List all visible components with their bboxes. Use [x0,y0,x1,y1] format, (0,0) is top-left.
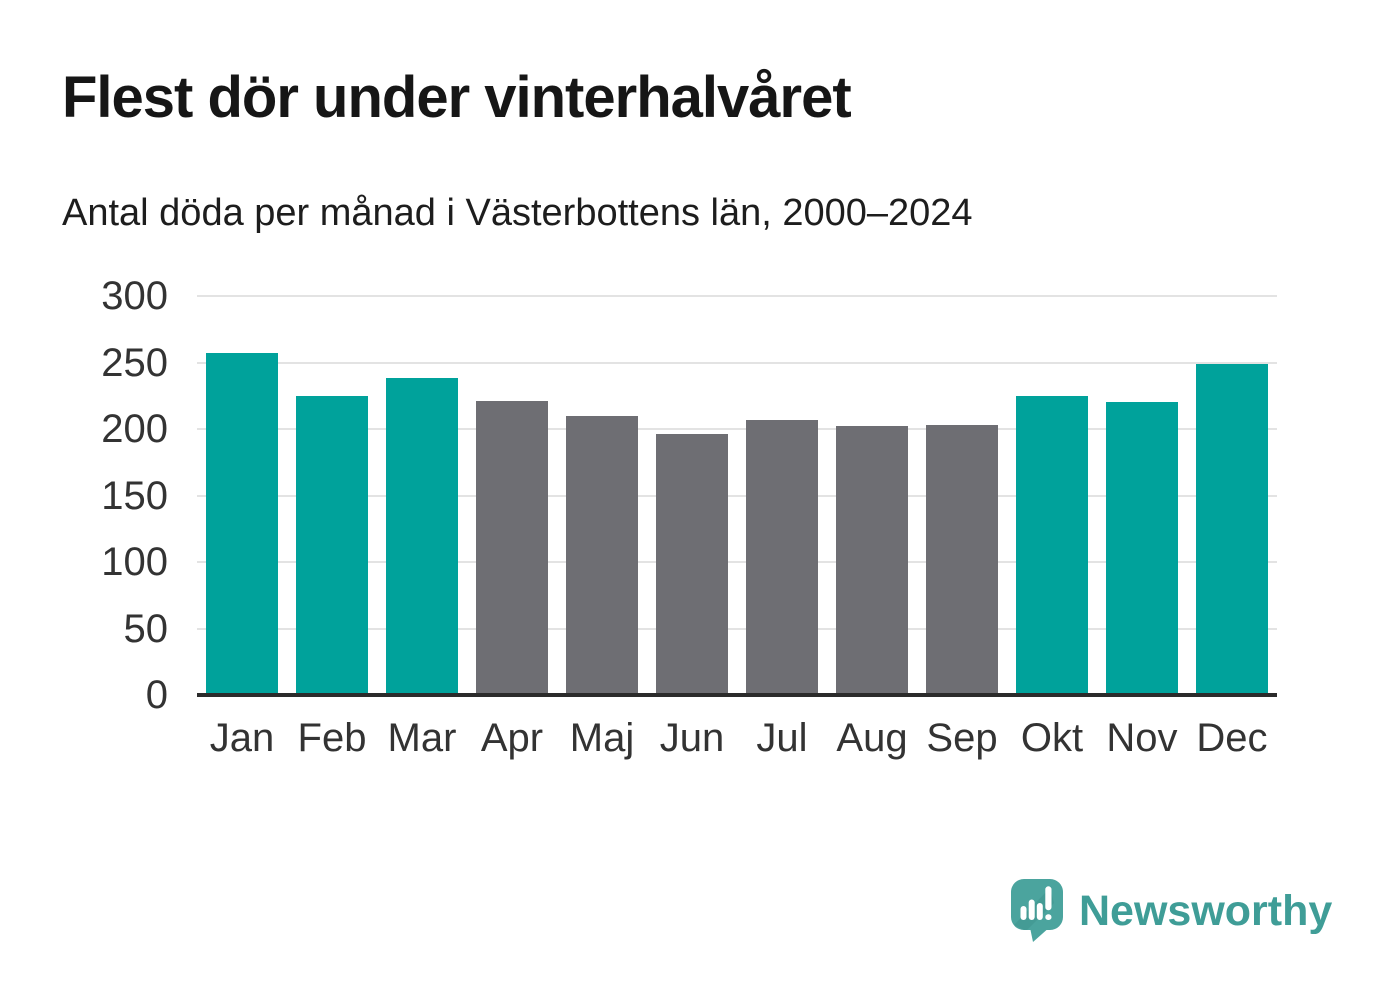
gridline-200 [197,428,1277,430]
plot-area [197,295,1277,697]
x-tick-label-sep: Sep [926,716,998,760]
brand-name: Newsworthy [1079,887,1333,935]
y-tick-label-100: 100 [101,540,168,584]
x-tick-label-mar: Mar [387,716,457,760]
bar-mar [386,378,458,695]
x-tick-label-maj: Maj [569,716,635,760]
chart-subtitle: Antal döda per månad i Västerbottens län… [62,192,973,234]
y-tick-label-200: 200 [101,407,168,451]
y-tick-label-300: 300 [101,274,168,318]
x-tick-label-feb: Feb [297,716,367,760]
bar-maj [566,415,638,695]
x-tick-label-dec: Dec [1196,716,1268,760]
gridline-250 [197,361,1277,364]
logo-bar-1 [1020,906,1027,920]
gridline-150 [197,494,1277,497]
logo-exclamation-bar [1045,886,1052,911]
bar-apr [476,401,548,695]
x-tick-label-okt: Okt [1020,716,1084,760]
x-tick-label-apr: Apr [480,716,544,760]
footer: Newsworthy [1010,879,1332,943]
gridline-300 [197,295,1277,297]
y-tick-label-0: 0 [145,673,168,717]
y-tick-label-50: 50 [123,606,169,651]
bar-jun [656,434,728,695]
x-tick-label-jun: Jun [659,716,725,760]
gridline-100 [197,561,1277,563]
bar-dec [1196,363,1268,695]
x-axis-line [197,693,1277,697]
bar-sep [926,425,998,695]
chart-title: Flest dör under vinterhalvåret [62,65,852,130]
newsworthy-logo-icon [1011,879,1063,942]
y-axis: 0 50 100 150 200 250 300 [30,276,169,715]
logo-exclamation-dot [1045,914,1052,920]
y-tick-label-250: 250 [101,340,168,385]
bar-feb [296,395,368,695]
x-tick-label-nov: Nov [1106,716,1178,760]
bar-jul [746,419,818,695]
gridline-50 [197,627,1277,630]
bar-okt [1016,395,1088,695]
x-tick-label-aug: Aug [836,716,908,760]
logo-bar-3 [1036,903,1043,920]
bar-jan [206,353,278,695]
bar-aug [836,426,908,695]
logo-bar-2 [1028,899,1035,920]
x-axis: Jan Feb Mar Apr Maj Jun Jul Aug Sep Okt Nov Dec [197,713,1277,769]
bar-nov [1106,402,1178,695]
x-tick-label-jan: Jan [209,716,275,760]
y-tick-label-150: 150 [101,473,168,518]
x-tick-label-jul: Jul [756,716,808,760]
